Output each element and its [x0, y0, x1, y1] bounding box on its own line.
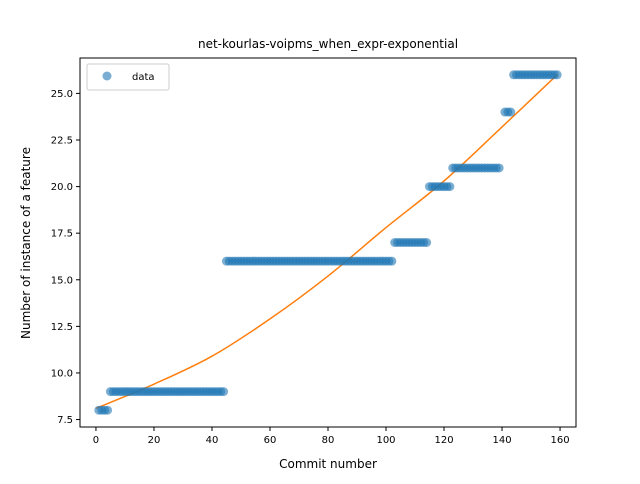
legend-marker-data	[102, 71, 112, 81]
data-point	[103, 405, 113, 415]
y-tick-label: 17.5	[51, 229, 73, 240]
x-tick-label: 60	[264, 435, 277, 446]
x-tick-label: 160	[550, 435, 569, 446]
chart-title: net-kourlas-voipms_when_expr-exponential	[198, 37, 458, 51]
axes-layer: 0 20 40 60 80 100 120 140 160 7.5 10.0 12.5 15.0 17.5…	[51, 57, 577, 446]
data-point	[422, 238, 432, 247]
y-tick-label: 25.0	[51, 89, 73, 100]
y-tick-label: 10.0	[51, 368, 73, 379]
x-tick-label: 100	[376, 435, 395, 446]
plot-area	[80, 58, 576, 427]
y-tick-label: 20.0	[51, 182, 73, 193]
data-point	[552, 70, 562, 80]
data-point	[445, 182, 455, 192]
data-point	[494, 163, 504, 173]
x-tick-label: 140	[492, 435, 511, 446]
data-point	[506, 107, 516, 117]
x-tick-label: 120	[434, 435, 453, 446]
y-tick-label: 15.0	[51, 275, 73, 286]
legend-box	[86, 63, 170, 91]
fit-line-layer	[95, 74, 558, 410]
x-tick-label: 20	[148, 435, 161, 446]
y-axis-label: Number of instance of a feature	[19, 147, 33, 339]
x-tick-label: 0	[93, 435, 99, 446]
x-tick-label: 80	[322, 435, 335, 446]
plot-background	[80, 58, 576, 427]
fit-line	[95, 74, 558, 410]
data-point	[219, 387, 229, 397]
x-tick-label: 40	[206, 435, 219, 446]
y-tick-label: 7.5	[57, 415, 73, 426]
y-tick-label: 12.5	[51, 322, 73, 333]
y-tick-label: 22.5	[51, 136, 73, 147]
legend: data	[86, 63, 170, 91]
x-axis-label: Commit number	[279, 457, 377, 471]
data-points-layer	[94, 70, 562, 415]
data-point	[387, 256, 397, 266]
legend-label-data: data	[132, 72, 155, 83]
